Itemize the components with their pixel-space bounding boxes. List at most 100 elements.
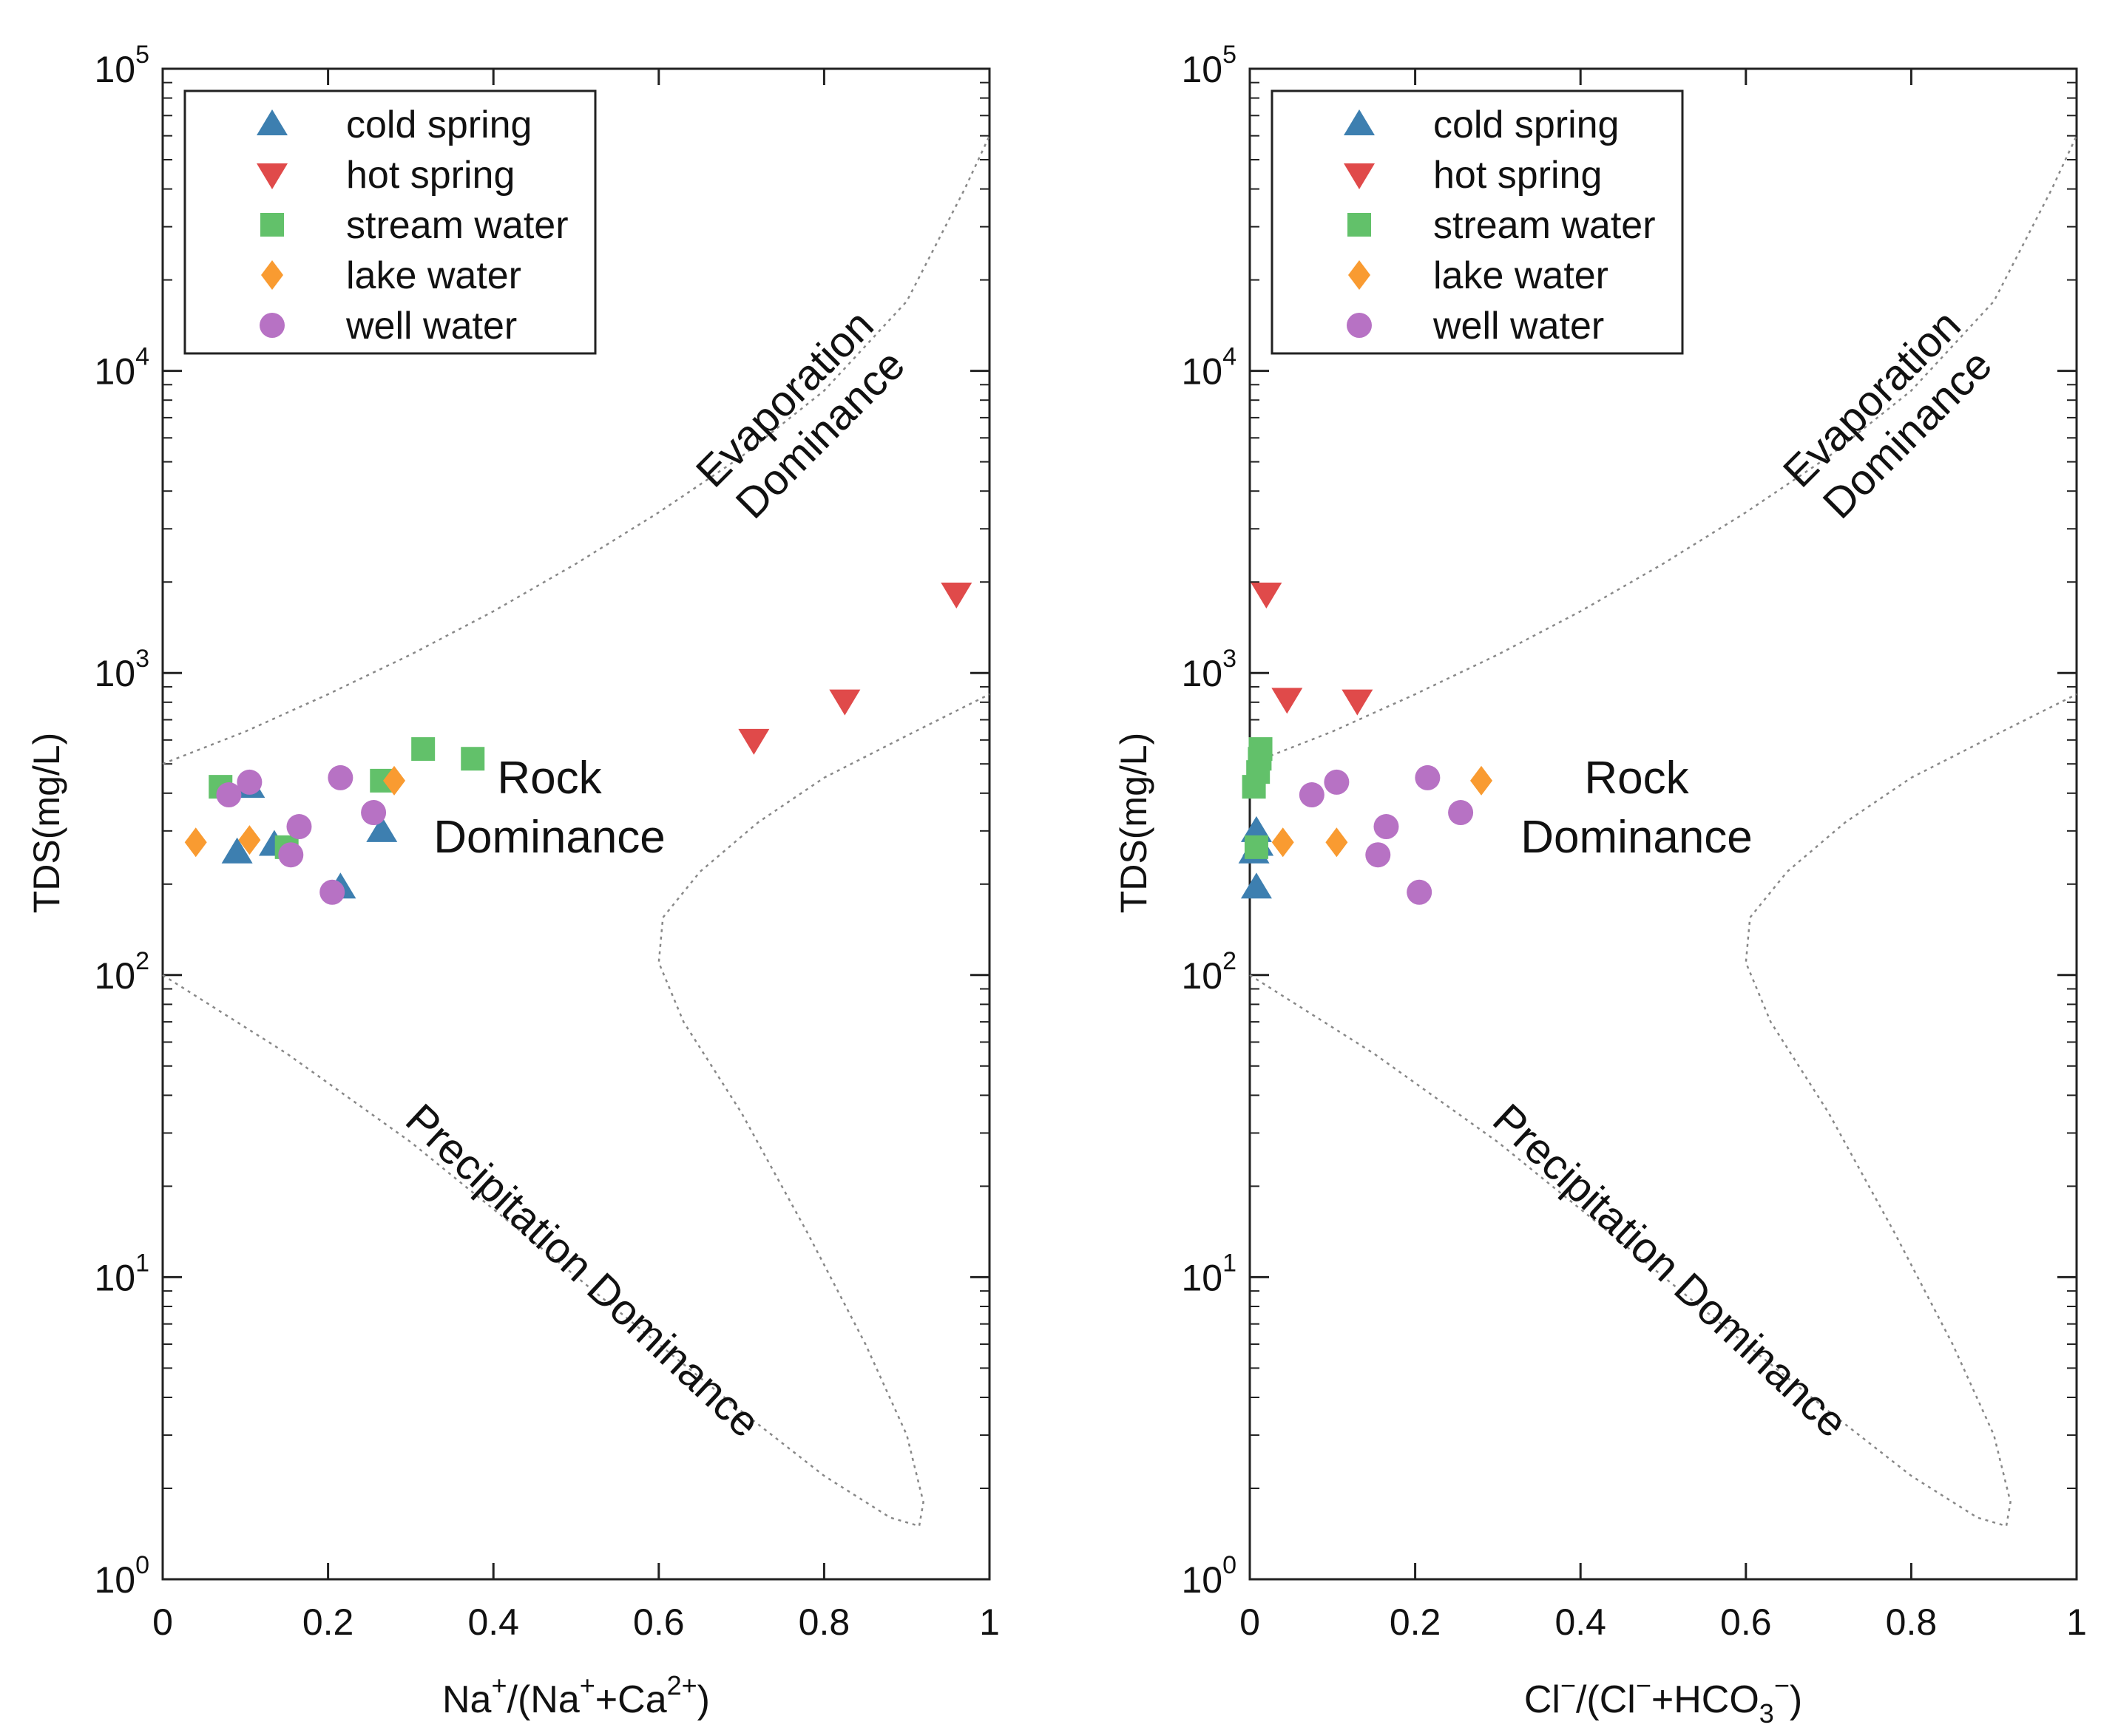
legend-marker — [1347, 213, 1371, 237]
y-tick-label: 104 — [1181, 343, 1236, 393]
chart-panel-right: 0 0.2 0.4 0.6 0.8 1 100 101 102 103 104 105 Evaporat… — [1113, 41, 2087, 1729]
data-point — [461, 747, 485, 771]
series-hot-spring — [738, 582, 972, 755]
series-stream-water — [1242, 737, 1273, 859]
x-tick-label: 0 — [1239, 1601, 1260, 1643]
data-point — [941, 582, 972, 608]
data-point — [286, 814, 312, 840]
x-tick-label: 0.6 — [633, 1601, 685, 1643]
legend: cold spring hot spring stream water lake wa… — [1271, 89, 1684, 355]
xlabel-sup: − — [1560, 1670, 1576, 1701]
data-point — [1325, 827, 1348, 858]
xlabel-sup: − — [1774, 1670, 1790, 1701]
plot-area-frame — [1248, 67, 2078, 1581]
x-tick-label: 1 — [2066, 1601, 2087, 1643]
xlabel-sup: + — [580, 1670, 595, 1701]
data-point — [361, 800, 387, 826]
legend-marker — [1344, 163, 1375, 189]
y-tick-label: 103 — [1181, 645, 1236, 694]
evaporation-boundary-curve — [1249, 135, 2078, 765]
legend-label: lake water — [346, 254, 521, 297]
legend-label: cold spring — [1433, 104, 1619, 146]
xlabel-part: +Ca — [595, 1678, 667, 1721]
xlabel-part: /(Na — [507, 1678, 580, 1721]
rock-dominance-label: Rock Dominance — [1520, 753, 1753, 863]
y-tick-label: 104 — [94, 343, 149, 393]
data-point — [829, 689, 861, 716]
data-point — [1244, 835, 1268, 859]
evaporation-dominance-label: EvaporationDominance — [1774, 301, 2006, 532]
data-point — [319, 879, 345, 905]
legend: cold spring hot spring stream water lake wa… — [183, 89, 597, 355]
y-tick-label: 105 — [94, 41, 149, 90]
series-lake-water — [184, 765, 406, 858]
y-tick-label: 100 — [94, 1551, 149, 1601]
x-tick-label: 0.8 — [1886, 1601, 1938, 1643]
xlabel-sup: − — [1636, 1670, 1651, 1701]
legend-marker — [257, 109, 288, 135]
xlabel-part: Cl — [1524, 1678, 1560, 1721]
legend-label: hot spring — [1433, 154, 1602, 197]
series-lake-water — [1271, 765, 1493, 858]
data-point — [1299, 782, 1324, 808]
legend-label: stream water — [346, 204, 569, 247]
series-well-water — [1299, 764, 1474, 905]
legend-label: well water — [345, 305, 517, 347]
y-tick-label: 102 — [94, 947, 149, 997]
data-point — [184, 827, 207, 858]
legend-label: hot spring — [346, 154, 515, 197]
xlabel-part: Na — [442, 1678, 492, 1721]
xlabel-part: ) — [1790, 1678, 1802, 1721]
y-tick-label: 103 — [94, 645, 149, 694]
series-well-water — [216, 764, 387, 905]
xlabel-part: +HCO — [1651, 1678, 1759, 1721]
legend-label: well water — [1432, 305, 1604, 347]
data-point — [1365, 842, 1391, 868]
xlabel-part: /(Cl — [1576, 1678, 1636, 1721]
data-point — [1248, 737, 1273, 762]
data-point — [1373, 814, 1399, 840]
data-point — [328, 764, 353, 790]
precipitation-dominance-label: Precipitation Dominance — [1483, 1095, 1856, 1447]
data-point — [1324, 769, 1350, 795]
xlabel-part: ) — [697, 1678, 710, 1721]
data-point — [1470, 765, 1493, 796]
data-point — [383, 765, 406, 796]
legend-frame — [1271, 89, 1684, 355]
x-axis-label: Cl−/(Cl−+HCO3−) — [1524, 1670, 1802, 1729]
chart-panel-left: 0 0.2 0.4 0.6 0.8 1 100 101 102 103 104 105 Evaporat… — [26, 41, 1000, 1721]
y-axis-label: TDS(mg/L) — [26, 733, 67, 913]
precipitation-dominance-label: Precipitation Dominance — [396, 1095, 769, 1447]
x-tick-label: 0.4 — [1554, 1601, 1606, 1643]
data-point — [238, 825, 261, 855]
data-point — [278, 842, 304, 868]
legend-marker — [1348, 260, 1370, 290]
data-point — [1407, 879, 1432, 905]
x-axis-label: Na+/(Na++Ca2+) — [442, 1670, 710, 1721]
rock-dominance-label: Rock Dominance — [433, 753, 666, 863]
x-tick-label: 0.6 — [1720, 1601, 1772, 1643]
data-point — [1415, 764, 1441, 790]
data-point — [1342, 689, 1373, 716]
data-point — [738, 728, 770, 755]
legend-marker — [260, 313, 285, 338]
precipitation-boundary-curve — [162, 693, 990, 1528]
x-tick-label: 1 — [979, 1601, 1000, 1643]
y-tick-label: 101 — [1181, 1249, 1236, 1298]
precipitation-boundary-curve — [1249, 693, 2077, 1528]
y-tick-label: 101 — [94, 1249, 149, 1298]
legend-label: cold spring — [346, 104, 532, 146]
x-tick-label: 0.2 — [302, 1601, 354, 1643]
data-point — [1240, 872, 1272, 899]
legend-marker — [1347, 313, 1372, 338]
evaporation-dominance-label: EvaporationDominance — [687, 301, 918, 532]
data-point — [221, 837, 253, 864]
plot-area-frame — [161, 67, 991, 1581]
legend-marker — [260, 213, 284, 237]
legend-label: stream water — [1433, 204, 1656, 247]
x-tick-label: 0.2 — [1390, 1601, 1441, 1643]
data-point — [366, 816, 398, 842]
xlabel-sub: 3 — [1759, 1698, 1774, 1729]
x-tick-label: 0.8 — [799, 1601, 850, 1643]
